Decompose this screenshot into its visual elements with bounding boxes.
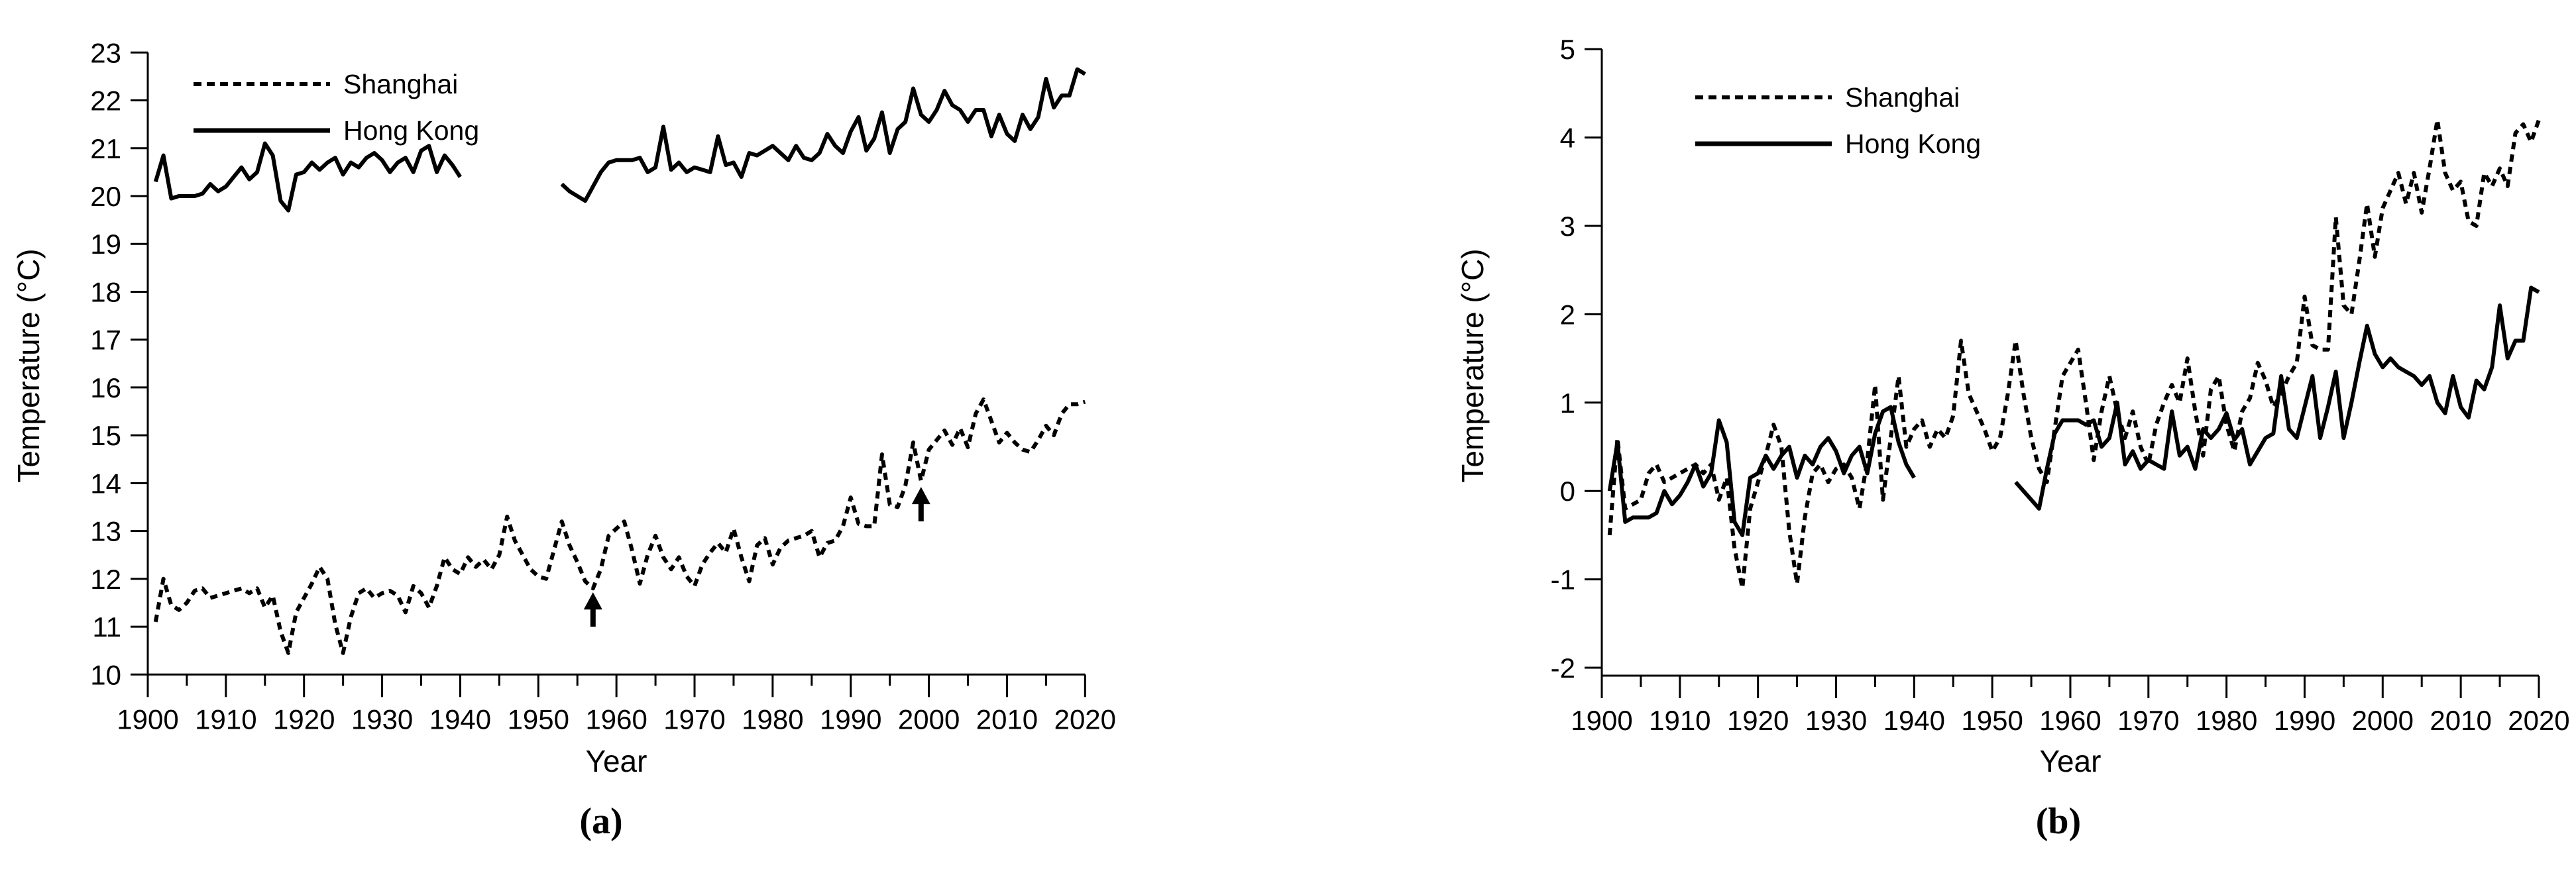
panel-b-legend-label-shanghai: Shanghai [1845,82,1960,113]
y-tick-label: 10 [90,659,121,690]
y-tick-label: 15 [90,420,121,451]
x-tick-label: 1970 [2117,705,2179,736]
x-tick-label: 2010 [976,703,1038,735]
y-tick-label: 19 [90,229,121,260]
x-tick-label: 1990 [820,703,881,735]
panel-a-legend-label-hongkong: Hong Kong [343,115,480,146]
x-tick-label: 1930 [351,703,413,735]
x-tick-label: 2000 [2352,705,2414,736]
x-tick-label: 2020 [2508,705,2569,736]
x-tick-label: 1920 [1727,705,1789,736]
x-tick-label: 2010 [2430,705,2491,736]
x-tick-label: 1900 [1571,705,1632,736]
y-tick-label: 4 [1560,123,1575,154]
panel-b: -2 -1 0 1 2 3 4 5 1900 1910 1920 1930 1940 1950 1960 19… [1551,34,2570,736]
series-line-hong-kong [153,67,1086,213]
y-tick-label: 11 [92,611,121,643]
x-tick-label: 1960 [585,703,647,735]
panel-b-caption: (b) [2035,801,2082,842]
x-tick-label: 1910 [1649,705,1710,736]
series-line-hong-kong [1607,285,2540,537]
x-tick-label: 1980 [2196,705,2257,736]
x-tick-label: 1930 [1805,705,1867,736]
x-tick-label: 1940 [1883,705,1945,736]
panel-b-legend-label-hongkong: Hong Kong [1845,129,1982,159]
y-tick-label: 20 [90,181,121,212]
x-tick-label: 2020 [1054,703,1116,735]
x-tick-label: 1950 [508,703,569,735]
panel-a-caption: (a) [579,801,623,842]
panel-b-x-axis-label: Year [2039,744,2101,778]
panel-b-y-axis-label: Temperature (°C) [1455,248,1490,483]
panel-a-legend-label-shanghai: Shanghai [343,69,459,99]
up-arrow-annotation-1999 [911,487,930,522]
panel-a-x-axis-label: Year [585,744,647,778]
y-tick-label: -1 [1551,564,1575,596]
y-tick-label: 21 [90,133,121,164]
series-line-shanghai [153,397,1086,655]
x-tick-label: 1920 [273,703,335,735]
x-tick-label: 1940 [429,703,491,735]
y-tick-label: -2 [1551,652,1575,684]
y-tick-label: 16 [90,372,121,403]
y-tick-label: 18 [90,276,121,307]
y-tick-label: 2 [1560,299,1575,330]
y-tick-label: 14 [90,468,121,499]
panel-a-y-axis-label: Temperature (°C) [11,248,46,483]
x-tick-label: 1990 [2274,705,2335,736]
x-tick-label: 1980 [742,703,803,735]
y-tick-label: 17 [90,325,121,356]
y-tick-label: 23 [90,37,121,68]
x-tick-label: 1900 [117,703,178,735]
x-tick-label: 1970 [663,703,725,735]
x-tick-label: 2000 [898,703,960,735]
up-arrow-annotation-1957 [583,592,602,627]
x-tick-label: 1910 [195,703,256,735]
x-tick-label: 1950 [1961,705,2023,736]
y-tick-label: 12 [90,564,121,595]
y-tick-label: 13 [90,516,121,547]
y-tick-label: 0 [1560,476,1575,507]
y-tick-label: 3 [1560,211,1575,242]
y-tick-label: 22 [90,85,121,117]
y-tick-label: 1 [1560,388,1575,419]
y-tick-label: 5 [1560,34,1575,65]
series-line-shanghai [1607,117,2541,590]
x-tick-label: 1960 [2039,705,2101,736]
